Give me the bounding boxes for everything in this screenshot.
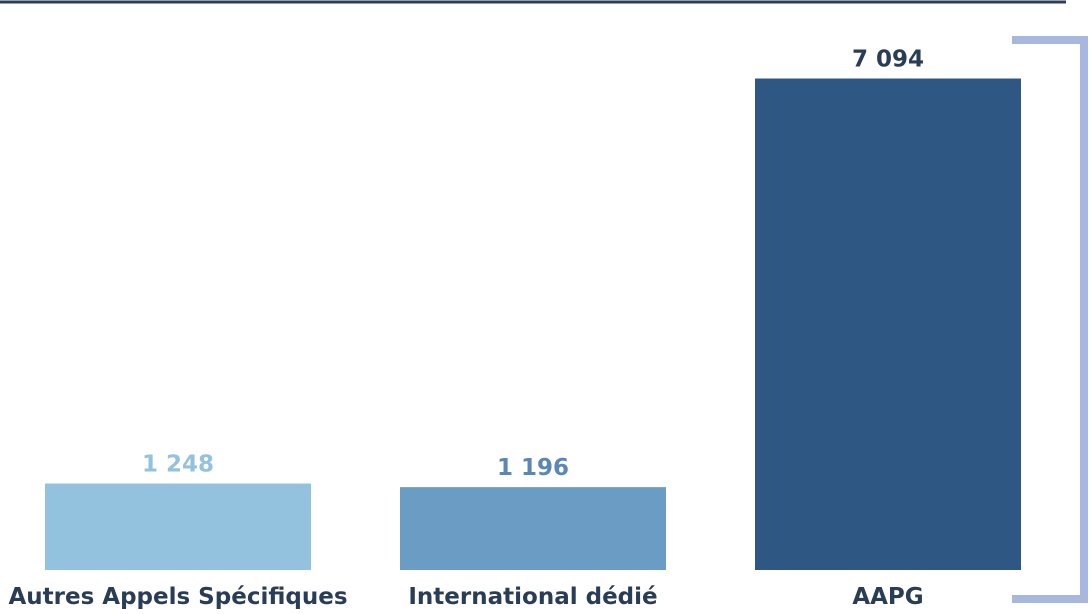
- category-label-1: Autres Appels Spécifiques: [8, 584, 347, 610]
- bar-2: [400, 487, 666, 570]
- value-label-1: 1 248: [142, 452, 214, 478]
- bar-1: [45, 483, 311, 570]
- value-label-2: 1 196: [497, 455, 569, 481]
- value-label-3: 7 094: [852, 47, 924, 73]
- bracket: [1012, 36, 1088, 603]
- bars: [45, 78, 1021, 570]
- category-label-2: International dédié: [408, 584, 657, 610]
- value-labels: 1 248 1 196 7 094: [142, 47, 924, 482]
- category-labels: Autres Appels Spécifiques International d…: [8, 584, 923, 610]
- bar-3: [755, 78, 1021, 570]
- category-label-3: AAPG: [852, 584, 923, 610]
